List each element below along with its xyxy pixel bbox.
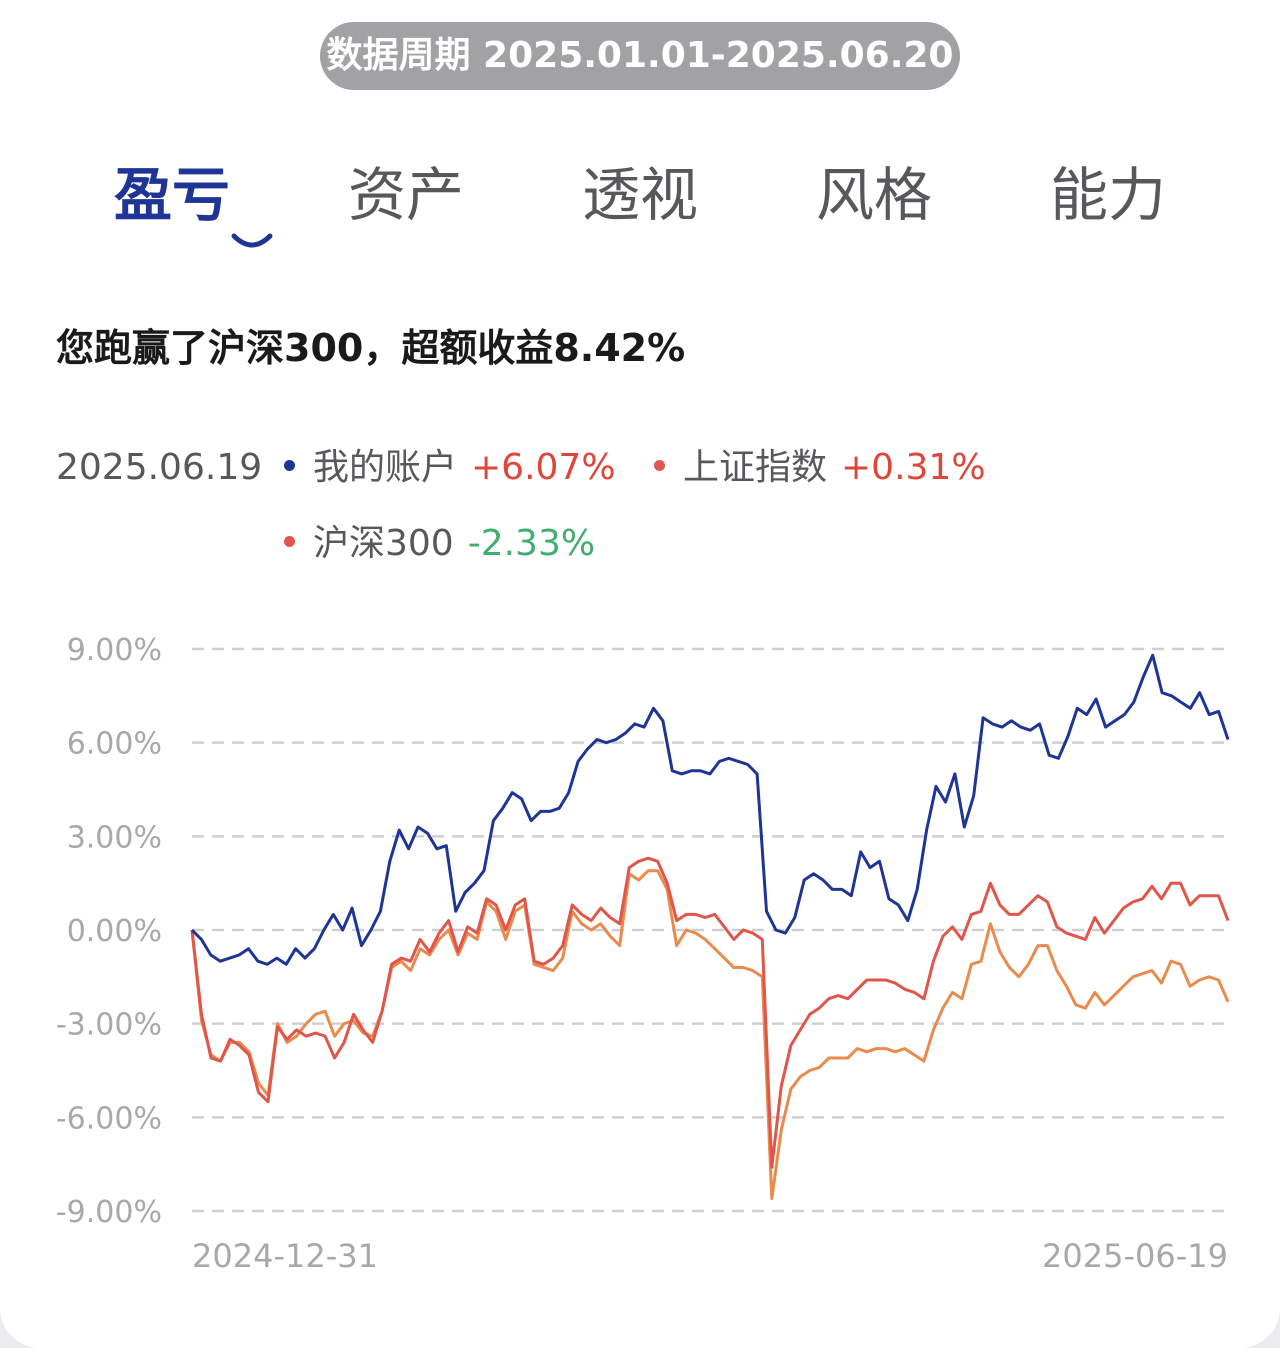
tab-label: 盈亏 bbox=[113, 161, 230, 229]
legend-series-value: -2.33% bbox=[467, 523, 596, 564]
legend-item-shanghai: 上证指数 +0.31% bbox=[654, 444, 986, 492]
tab-bar: 盈亏 资产 透视 风格 能力 bbox=[0, 150, 1280, 260]
x-tick-label: 2025-06-19 bbox=[1042, 1237, 1228, 1275]
y-tick-label: -6.00% bbox=[56, 1101, 162, 1136]
excess-return-headline: 您跑赢了沪深300，超额收益8.42% bbox=[56, 326, 686, 370]
y-tick-label: -3.00% bbox=[56, 1008, 162, 1043]
tab-label: 资产 bbox=[347, 161, 464, 229]
tab-profit-loss[interactable]: 盈亏 bbox=[82, 150, 273, 248]
series-line-shanghai bbox=[190, 856, 1230, 1169]
tab-ability[interactable]: 能力 bbox=[1018, 150, 1198, 240]
legend-item-account: 我的账户 +6.07% bbox=[284, 444, 616, 492]
y-tick-label: 3.00% bbox=[67, 820, 162, 855]
y-tick-label: -9.00% bbox=[56, 1195, 162, 1230]
legend-series-value: +6.07% bbox=[471, 447, 616, 488]
legend-item-csi300: 沪深300 -2.33% bbox=[284, 520, 595, 568]
legend-dot-icon bbox=[284, 459, 295, 471]
y-tick-label: 9.00% bbox=[67, 633, 162, 668]
series-line-account bbox=[190, 653, 1230, 966]
chart-canvas: 9.00% 6.00% 3.00% 0.00% -3.00% -6.00% -9.00% 20… bbox=[56, 633, 1230, 1275]
legend-series-name: 我的账户 bbox=[313, 447, 458, 488]
y-tick-label: 6.00% bbox=[67, 727, 162, 762]
return-line-chart[interactable]: 9.00% 6.00% 3.00% 0.00% -3.00% -6.00% -9.00% 20… bbox=[0, 600, 1280, 1300]
tab-style[interactable]: 风格 bbox=[784, 150, 964, 240]
tab-perspective[interactable]: 透视 bbox=[550, 150, 730, 240]
legend-series-name: 上证指数 bbox=[683, 447, 828, 488]
tab-assets[interactable]: 资产 bbox=[316, 150, 496, 240]
y-tick-label: 0.00% bbox=[67, 914, 162, 949]
legend-series-value: +0.31% bbox=[841, 447, 986, 488]
legend-dot-icon bbox=[654, 459, 665, 471]
legend-series-name: 沪深300 bbox=[313, 523, 454, 564]
tab-label: 风格 bbox=[815, 161, 932, 229]
x-tick-label: 2024-12-31 bbox=[192, 1237, 378, 1275]
legend-date: 2025.06.19 bbox=[56, 447, 263, 488]
smile-indicator-icon bbox=[231, 233, 273, 248]
data-period-badge[interactable]: 数据周期 2025.01.01-2025.06.20 bbox=[320, 22, 960, 90]
legend-dot-icon bbox=[284, 535, 295, 547]
tab-label: 能力 bbox=[1049, 161, 1166, 229]
tab-label: 透视 bbox=[581, 161, 698, 229]
